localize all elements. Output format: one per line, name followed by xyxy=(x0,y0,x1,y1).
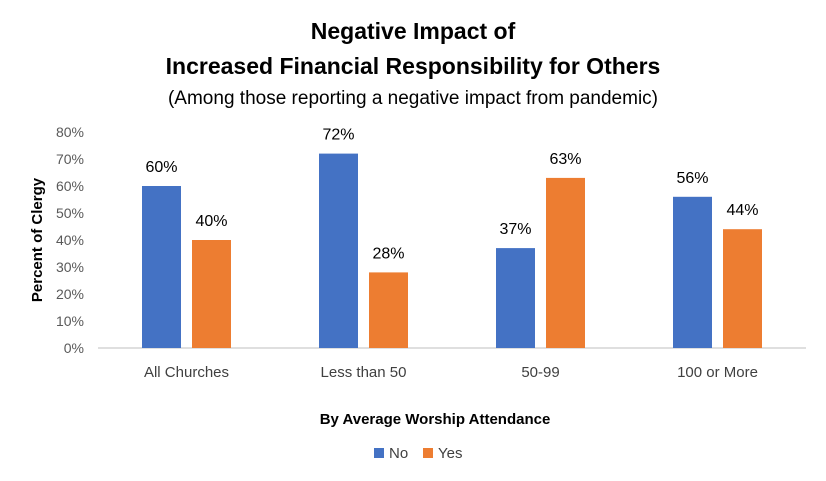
y-tick-label: 80% xyxy=(56,124,84,140)
y-tick-label: 70% xyxy=(56,151,84,167)
legend-swatch-yes xyxy=(423,448,433,458)
y-tick-label: 20% xyxy=(56,286,84,302)
y-axis-label: Percent of Clergy xyxy=(29,177,46,302)
y-tick-label: 50% xyxy=(56,205,84,221)
x-category-label: 100 or More xyxy=(677,364,758,381)
data-label: 56% xyxy=(676,170,708,187)
data-label: 40% xyxy=(195,213,227,230)
chart-title-line1: Negative Impact of xyxy=(310,18,516,44)
legend-label: No xyxy=(389,445,408,462)
legend-swatch-no xyxy=(374,448,384,458)
y-tick-label: 40% xyxy=(56,232,84,248)
chart-title-line2: Increased Financial Responsibility for O… xyxy=(165,53,661,79)
bar-yes-3 xyxy=(723,229,762,348)
bar-yes-0 xyxy=(192,240,231,348)
data-label: 63% xyxy=(549,151,581,168)
y-tick-label: 30% xyxy=(56,259,84,275)
x-category-label: Less than 50 xyxy=(321,364,407,381)
bar-no-2 xyxy=(496,248,535,348)
data-label: 44% xyxy=(726,202,758,219)
data-label: 60% xyxy=(145,159,177,176)
bar-no-0 xyxy=(142,186,181,348)
x-axis-label: By Average Worship Attendance xyxy=(320,411,551,428)
legend: No Yes xyxy=(374,445,462,462)
legend-label: Yes xyxy=(438,445,462,462)
data-label: 37% xyxy=(499,221,531,238)
data-label: 72% xyxy=(322,127,354,144)
bar-no-3 xyxy=(673,196,712,348)
data-label: 28% xyxy=(372,245,404,262)
x-category-label: 50-99 xyxy=(521,364,559,381)
y-tick-label: 10% xyxy=(56,313,84,329)
chart-subtitle: (Among those reporting a negative impact… xyxy=(167,88,659,109)
bar-no-1 xyxy=(319,153,358,348)
y-tick-label: 0% xyxy=(64,340,84,356)
bar-yes-1 xyxy=(369,272,408,348)
bar-yes-2 xyxy=(546,177,585,348)
y-tick-label: 60% xyxy=(56,178,84,194)
x-category-label: All Churches xyxy=(144,364,229,381)
